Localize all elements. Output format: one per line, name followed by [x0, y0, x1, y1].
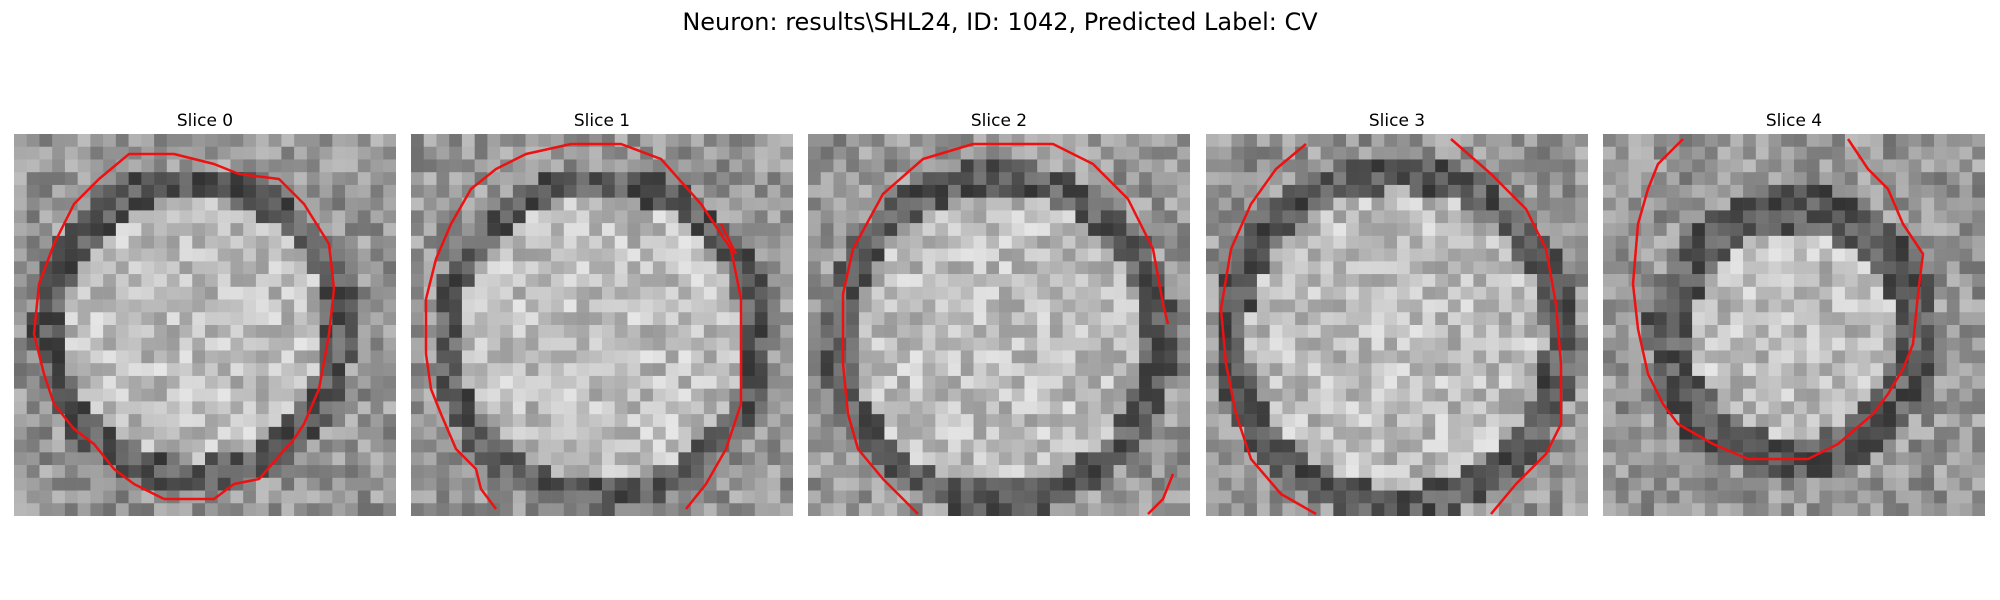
- slice-2-title: Slice 2: [970, 111, 1028, 131]
- slice-0-image: [14, 134, 396, 516]
- slice-2-pixels: [808, 134, 1190, 516]
- slice-1-contour-0: [424, 142, 743, 510]
- slice-0-pixels: [14, 134, 396, 516]
- slice-0-panel: Slice 0: [14, 110, 396, 520]
- slice-1-panel: Slice 1: [411, 110, 793, 520]
- slice-4-image: [1603, 134, 1985, 516]
- slice-2-contour-0: [841, 142, 1170, 515]
- slice-2-panel: Slice 2: [808, 110, 1190, 520]
- slice-4-title: Slice 4: [1765, 111, 1823, 131]
- slice-2-contour-1: [1147, 473, 1175, 515]
- slice-1-image: [411, 134, 793, 516]
- figure-title: Neuron: results\SHL24, ID: 1042, Predict…: [682, 8, 1318, 36]
- slice-4-contour-0: [1631, 138, 1925, 461]
- slice-3-pixels: [1206, 134, 1588, 516]
- slice-0-title: Slice 0: [176, 111, 234, 131]
- slice-1-contour-1: [719, 223, 738, 255]
- slice-3-contour-1: [1450, 138, 1563, 515]
- slice-3-contour-0: [1219, 143, 1317, 516]
- slice-4-panel: Slice 4: [1603, 110, 1985, 520]
- slice-0-contour-0: [32, 152, 336, 501]
- slice-1-title: Slice 1: [573, 111, 631, 131]
- slice-3-title: Slice 3: [1368, 111, 1426, 131]
- slice-1-pixels: [411, 134, 793, 516]
- slice-3-panel: Slice 3: [1206, 110, 1588, 520]
- slice-2-image: [808, 134, 1190, 516]
- slice-4-pixels: [1603, 134, 1985, 516]
- slice-3-image: [1206, 134, 1588, 516]
